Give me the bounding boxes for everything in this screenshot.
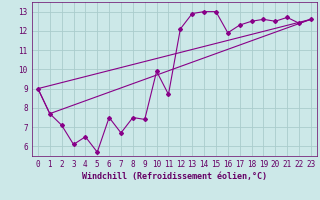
X-axis label: Windchill (Refroidissement éolien,°C): Windchill (Refroidissement éolien,°C) [82,172,267,181]
